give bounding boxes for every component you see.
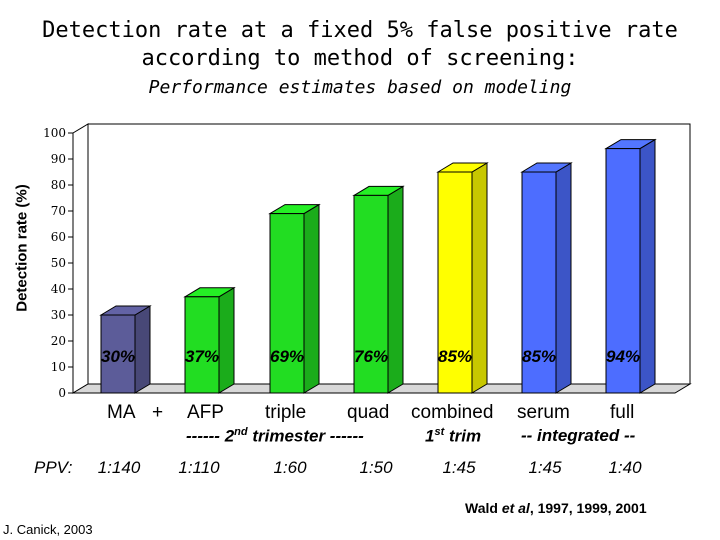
bar-1	[184, 296, 220, 394]
ppv-label: PPV:	[34, 458, 73, 477]
bar-6	[605, 148, 641, 394]
reference-suffix: , 1997, 1999, 2001	[529, 500, 647, 516]
reference-citation: Wald et al, 1997, 1999, 2001	[465, 500, 647, 516]
y-tick-label-50: 50	[51, 256, 66, 270]
y-tick-label-30: 30	[51, 308, 66, 322]
x-label-combined: combined	[411, 402, 494, 423]
bar-side-6	[639, 138, 656, 394]
chart-title-line2: according to method of screening:	[141, 46, 579, 71]
bar-side-5	[555, 162, 572, 394]
x-label-serum: serum	[517, 402, 570, 423]
y-tick-label-10: 10	[51, 360, 66, 374]
second-trimester-sup: nd	[234, 426, 248, 438]
bar-value-label-1: 37%	[185, 347, 219, 366]
bar-side-4	[471, 162, 488, 394]
y-tick-label-70: 70	[51, 204, 66, 218]
first-trimester-suffix: trim	[444, 426, 482, 446]
ppv-value-0: 1:140	[97, 458, 141, 477]
ppv-value-3: 1:50	[359, 458, 393, 477]
group-label-second-trimester: ------ 2nd trimester ------	[186, 426, 364, 447]
bar-value-label-0: 30%	[101, 347, 135, 366]
ppv-value-5: 1:45	[528, 458, 562, 477]
ppv-value-4: 1:45	[442, 458, 476, 477]
y-tick-label-90: 90	[51, 152, 66, 166]
ppv-value-1: 1:110	[178, 458, 220, 477]
x-label-afp: AFP	[187, 402, 224, 423]
reference-prefix: Wald	[465, 500, 502, 516]
bar-side-2	[303, 203, 320, 394]
x-label-quad: quad	[347, 402, 390, 423]
bar-value-label-5: 85%	[522, 347, 556, 366]
bar-value-label-4: 85%	[438, 347, 472, 366]
bar-value-label-3: 76%	[354, 347, 388, 366]
bar-value-label-6: 94%	[606, 347, 640, 366]
footer-credit: J. Canick, 2003	[3, 522, 93, 537]
bar-0	[100, 314, 136, 394]
first-trimester-sup: st	[434, 426, 445, 438]
y-tick-label-40: 40	[51, 282, 66, 296]
ppv-value-2: 1:60	[273, 458, 307, 477]
ppv-value-6: 1:40	[608, 458, 642, 477]
y-tick-label-0: 0	[58, 386, 66, 400]
second-trimester-suffix: trimester ------	[247, 426, 364, 446]
reference-etal: et al	[501, 500, 530, 516]
y-tick-label-80: 80	[51, 178, 66, 192]
bar-2	[269, 213, 305, 394]
first-trimester-prefix: 1	[425, 426, 435, 446]
x-label-triple: triple	[265, 402, 307, 423]
y-tick-label-60: 60	[51, 230, 66, 244]
x-label-plus: +	[152, 402, 164, 423]
group-label-integrated: -- integrated --	[521, 426, 636, 445]
bar-side-0	[134, 305, 151, 394]
chart-title-line1: Detection rate at a fixed 5% false posit…	[42, 18, 678, 43]
bar-value-label-2: 69%	[270, 347, 304, 366]
second-trimester-prefix: ------ 2	[186, 426, 235, 446]
chart-subtitle: Performance estimates based on modeling	[148, 77, 572, 98]
y-tick-label-20: 20	[51, 334, 66, 348]
x-label-full: full	[610, 402, 635, 423]
x-label-ma: MA	[107, 402, 136, 423]
group-label-first-trimester: 1st trim	[425, 426, 481, 447]
bar-side-3	[387, 185, 404, 394]
bar-5	[521, 171, 557, 394]
bar-3	[353, 194, 389, 394]
bar-side-1	[218, 286, 235, 394]
bar-4	[437, 171, 473, 394]
y-tick-label-100: 100	[43, 126, 66, 140]
left-wall	[72, 123, 89, 394]
